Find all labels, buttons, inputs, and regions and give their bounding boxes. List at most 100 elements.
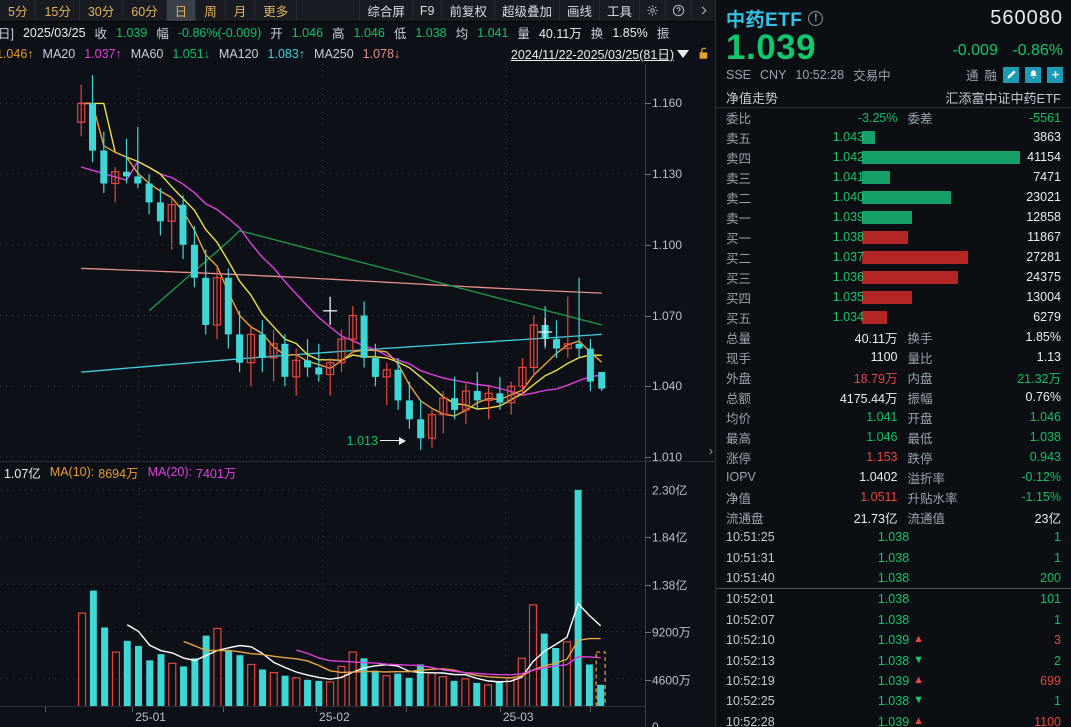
timeframe-tabs: 5分 15分 30分 60分日周月更多 bbox=[0, 0, 298, 21]
timeframe-1[interactable]: 5分 bbox=[0, 0, 37, 21]
volume-axis-line bbox=[645, 462, 646, 727]
level-bar bbox=[862, 231, 909, 244]
trade-row[interactable]: 10:52:25 1.038 ▼ 1 bbox=[716, 691, 1071, 711]
date-range-selector[interactable]: 2024/11/22-2025/03/25(81日) bbox=[511, 43, 689, 64]
bid-level-1[interactable]: 买一 1.038 11867 bbox=[716, 227, 1071, 247]
fund-stat-row-1: IOPV 1.0402 溢折率 -0.12% bbox=[716, 467, 1071, 487]
level-qty: 41154 bbox=[1027, 150, 1061, 164]
ask-level-2[interactable]: 卖四 1.042 41154 bbox=[716, 147, 1071, 167]
trade-row[interactable]: 10:52:01 1.038 101 bbox=[716, 589, 1071, 609]
bid-level-4[interactable]: 买四 1.035 13004 bbox=[716, 287, 1071, 307]
timeframe-6[interactable]: 周 bbox=[196, 0, 226, 21]
date-tick-1: 25-01 bbox=[135, 710, 166, 724]
timeframe-3[interactable]: 30分 bbox=[80, 0, 124, 21]
date-tick-3: 25-03 bbox=[502, 710, 534, 724]
arrow-down-icon: ▼ bbox=[913, 694, 925, 707]
stat-row-5: 均价 1.041 开盘 1.046 bbox=[716, 407, 1071, 427]
edit-icon[interactable] bbox=[1003, 66, 1019, 83]
level-label: 卖四 bbox=[726, 151, 752, 166]
lock-icon[interactable] bbox=[697, 46, 711, 64]
last-price: 1.039 bbox=[726, 28, 817, 67]
toolbar-button-6[interactable]: 工具 bbox=[598, 0, 639, 21]
volume-tick-4: 9200万 bbox=[652, 625, 691, 640]
level-bar bbox=[862, 211, 912, 224]
timeframe-4[interactable]: 60分 bbox=[123, 0, 167, 21]
trade-price: 1.038 bbox=[877, 530, 910, 545]
level-bar bbox=[862, 291, 912, 304]
trade-time: 10:52:13 bbox=[726, 653, 775, 668]
exchange-label: SSE bbox=[726, 67, 752, 82]
tong-flag: 通 bbox=[965, 69, 979, 83]
price-tick-mark-1 bbox=[645, 103, 651, 105]
pct-value: -0.86%(-0.009) bbox=[177, 25, 262, 40]
toolbar-button-4[interactable]: 超级叠加 bbox=[493, 0, 559, 21]
help-icon[interactable] bbox=[665, 0, 691, 21]
volume-tick-1: 2.30亿 bbox=[652, 483, 688, 498]
order-diff-label: 委差 bbox=[907, 112, 933, 126]
trade-row[interactable]: 10:52:07 1.038 1 bbox=[716, 610, 1071, 630]
toolbar-button-5[interactable]: 画线 bbox=[558, 0, 599, 21]
timeframe-5[interactable]: 日 bbox=[166, 0, 197, 21]
bell-icon[interactable] bbox=[1025, 66, 1041, 83]
amp-label: 振 bbox=[656, 27, 670, 41]
info-icon[interactable]: ! bbox=[808, 11, 824, 26]
stat-value-left: 1.153 bbox=[866, 450, 898, 464]
price-tick-mark-2 bbox=[645, 174, 651, 176]
stat-value-left: 1100 bbox=[870, 350, 898, 364]
stat-row-1: 总量 40.11万 换手 1.85% bbox=[716, 327, 1071, 347]
price-tick-5: 1.040 bbox=[652, 379, 683, 394]
trade-row[interactable]: 10:52:13 1.038 ▼ 2 bbox=[716, 650, 1071, 670]
ask-level-3[interactable]: 卖三 1.041 7471 bbox=[716, 167, 1071, 187]
chevron-down-icon[interactable] bbox=[677, 49, 689, 58]
volume-axis-labels: 2.30亿 1.84亿 1.38亿 9200万 4600万 0 bbox=[648, 462, 715, 727]
stat-label-right: 振幅 bbox=[907, 391, 933, 406]
toolbar-button-2[interactable]: F9 bbox=[411, 0, 442, 21]
volume-chart-pane[interactable]: : 1.07亿 MA(10): 8694万 MA(20): 7401万 2.30… bbox=[0, 461, 715, 727]
pct-label: 幅 bbox=[156, 27, 169, 41]
stat-value-right: 0.76% bbox=[1025, 390, 1061, 404]
trade-row[interactable]: 10:51:31 1.038 1 bbox=[716, 547, 1071, 567]
level-label: 买二 bbox=[726, 251, 752, 266]
volume-bars-plot[interactable] bbox=[0, 462, 645, 727]
timeframe-8[interactable]: 更多 bbox=[255, 0, 298, 21]
ask-level-5[interactable]: 卖一 1.039 12858 bbox=[716, 207, 1071, 227]
bid-level-2[interactable]: 买二 1.037 27281 bbox=[716, 247, 1071, 267]
trade-row[interactable]: 10:51:25 1.038 1 bbox=[716, 527, 1071, 547]
trade-row[interactable]: 10:52:10 1.039 ▲ 3 bbox=[716, 630, 1071, 650]
level-bar bbox=[862, 191, 952, 204]
level-price: 1.037 bbox=[832, 250, 864, 264]
panel-collapse-handle[interactable]: › bbox=[709, 444, 713, 458]
timeframe-7[interactable]: 月 bbox=[226, 0, 256, 21]
price-tick-3: 1.100 bbox=[652, 237, 683, 252]
toolbar-button-1[interactable]: 综合屏 bbox=[359, 0, 412, 21]
gear-icon[interactable] bbox=[639, 0, 665, 21]
ask-level-1[interactable]: 卖五 1.043 3863 bbox=[716, 127, 1071, 147]
order-ratio-label: 委比 bbox=[726, 112, 752, 126]
trade-row[interactable]: 10:52:28 1.039 ▲ 1100 bbox=[716, 712, 1071, 727]
price-tick-4: 1.070 bbox=[652, 308, 683, 323]
trade-price: 1.039 ▲ bbox=[877, 714, 925, 727]
trade-tape[interactable]: 10:51:25 1.038 1 10:51:31 1.038 1 10:51:40 1.03… bbox=[716, 527, 1071, 727]
fund-full-name: 汇添富中证中药ETF bbox=[945, 91, 1061, 106]
ask-level-4[interactable]: 卖二 1.040 23021 bbox=[716, 187, 1071, 207]
ma-strip: 1.046↑ MA201.037↑MA601.051↓MA1201.083↑MA… bbox=[0, 43, 715, 64]
trade-row[interactable]: 10:51:40 1.038 200 bbox=[716, 568, 1071, 588]
trade-qty: 699 bbox=[1040, 673, 1061, 688]
add-icon[interactable] bbox=[1047, 66, 1063, 83]
toolbar-button-3[interactable]: 前复权 bbox=[441, 0, 494, 21]
ma5-value: 1.046↑ bbox=[0, 46, 34, 61]
stat-value-right: -1.15% bbox=[1021, 490, 1061, 504]
ma-label-1: MA20 bbox=[42, 46, 76, 61]
candlestick-plot[interactable] bbox=[0, 64, 645, 461]
bid-level-3[interactable]: 买三 1.036 24375 bbox=[716, 267, 1071, 287]
close-value: 1.039 bbox=[116, 25, 148, 40]
level-label: 买三 bbox=[726, 271, 752, 286]
chevron-right-icon[interactable] bbox=[691, 0, 715, 21]
trade-row[interactable]: 10:52:19 1.039 ▲ 699 bbox=[716, 671, 1071, 691]
timeframe-2[interactable]: 15分 bbox=[36, 0, 80, 21]
nav-trend-row[interactable]: 净值走势 汇添富中证中药ETF bbox=[716, 88, 1071, 108]
bid-level-5[interactable]: 买五 1.034 6279 bbox=[716, 307, 1071, 327]
quote-header: 中药ETF ! 560080 1.039 -0.009 -0.86% SSE C… bbox=[716, 0, 1071, 84]
arrow-down-icon: ▼ bbox=[913, 653, 925, 666]
price-chart-pane[interactable]: 1.160 1.130 1.100 1.070 1.040 1.010 1.013 › bbox=[0, 64, 715, 464]
